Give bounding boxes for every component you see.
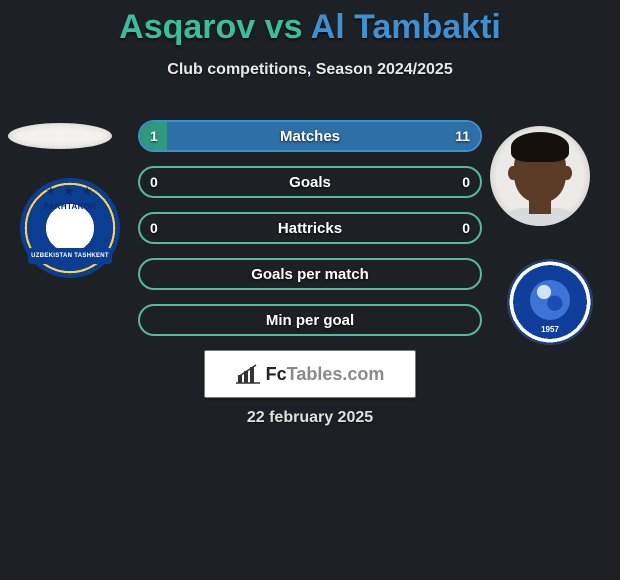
stat-value-right: 11 xyxy=(455,122,470,150)
badge-year: 1957 xyxy=(508,325,592,334)
stat-label: Hattricks xyxy=(140,214,480,242)
stat-label: Goals per match xyxy=(140,260,480,288)
badge-emblem-icon xyxy=(50,214,90,242)
stat-value-left: 0 xyxy=(150,168,158,196)
player1-photo xyxy=(8,123,112,149)
date-label: 22 february 2025 xyxy=(0,409,620,427)
brand-rest: Tables xyxy=(287,364,343,384)
stat-value-right: 0 xyxy=(462,214,470,242)
stats-panel: Matches111Goals00Hattricks00Goals per ma… xyxy=(138,120,482,350)
stat-value-left: 0 xyxy=(150,214,158,242)
stat-value-left: 1 xyxy=(150,122,158,150)
brand-suffix: .com xyxy=(342,364,384,384)
player1-name: Asqarov xyxy=(119,8,255,46)
stat-row: Goals per match xyxy=(138,258,482,290)
stat-label: Min per goal xyxy=(140,306,480,334)
badge-ball-icon xyxy=(530,280,570,320)
brand-text: FcTables.com xyxy=(266,364,385,385)
badge-stars-icon: ★ ★ ★ xyxy=(20,184,120,198)
stat-row: Hattricks0 0 xyxy=(138,212,482,244)
badge-ribbon: UZBEKISTAN TASHKENT xyxy=(28,248,112,264)
badge-club-name: PAKHTAKOR xyxy=(20,202,120,211)
player2-photo xyxy=(490,126,590,226)
player2-name: Al Tambakti xyxy=(311,8,501,46)
vs-separator: vs xyxy=(265,8,303,46)
stat-row: Goals0 0 xyxy=(138,166,482,198)
comparison-title: Asqarov vs Al Tambakti xyxy=(0,0,620,47)
brand-strong: Fc xyxy=(266,364,287,384)
barchart-icon xyxy=(236,363,262,385)
stat-label: Matches xyxy=(140,122,480,150)
player2-club-badge: 1957 xyxy=(508,260,592,344)
stat-row: Min per goal xyxy=(138,304,482,336)
stat-label: Goals xyxy=(140,168,480,196)
player1-club-badge: ★ ★ ★ PAKHTAKOR UZBEKISTAN TASHKENT xyxy=(20,178,120,278)
stat-value-right: 0 xyxy=(462,168,470,196)
subtitle: Club competitions, Season 2024/2025 xyxy=(0,61,620,79)
stat-row: Matches111 xyxy=(138,120,482,152)
attribution-box: FcTables.com xyxy=(204,350,416,398)
